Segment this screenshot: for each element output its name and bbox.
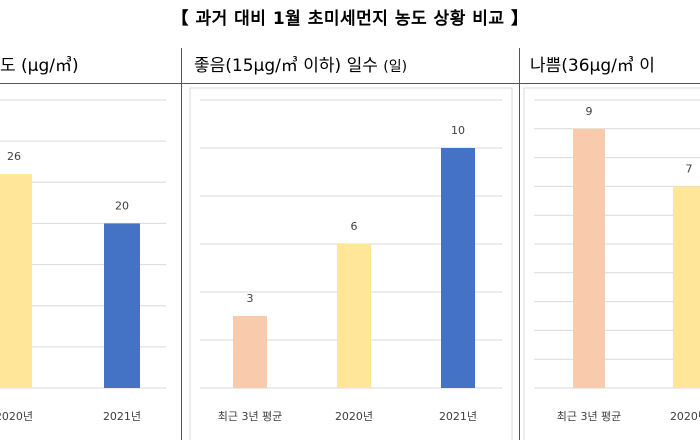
data-label: 7: [686, 162, 693, 175]
panel-title: 좋음(15μg/㎥ 이하) 일수: [194, 56, 378, 76]
bar-chart-concentration: 26 2020년 20 2021년: [0, 99, 166, 423]
data-label: 10: [451, 124, 465, 137]
chart-panel-bad-days: 나쁨(36μg/㎥ 이 9 최근 3년 평균 7 2020년: [520, 48, 700, 440]
bar: [233, 316, 267, 388]
data-label: 6: [351, 220, 358, 233]
data-label: 9: [586, 105, 593, 118]
category-label: 2021년: [439, 410, 477, 423]
category-label: 2020년: [335, 410, 373, 423]
bar: [673, 186, 700, 388]
chart-panel-pm25-concentration: 도 (μg/㎥) 26 2020년 20 2021년: [0, 48, 181, 440]
page-title: 【 과거 대비 1월 초미세먼지 농도 상황 비교 】: [171, 9, 529, 29]
panel-header: 좋음(15μg/㎥ 이하) 일수 (일): [182, 48, 519, 84]
bar: [104, 223, 140, 388]
panel-unit: (일): [383, 59, 408, 75]
panel-divider: [519, 48, 520, 440]
panel-divider: [181, 48, 182, 440]
category-label: 2020년: [670, 410, 700, 423]
chart-frame: [189, 87, 513, 440]
panel-title: 나쁨(36μg/㎥ 이: [530, 56, 655, 76]
chart-panel-good-days: 좋음(15μg/㎥ 이하) 일수 (일) 3 최근 3년 평균 6 2020년 10 20…: [182, 48, 519, 440]
data-label: 26: [7, 150, 21, 163]
category-label: 2020년: [0, 410, 33, 423]
bar-chart-bad-days: 9 최근 3년 평균 7 2020년: [523, 87, 700, 440]
bar: [573, 128, 605, 389]
category-label: 최근 3년 평균: [218, 410, 283, 423]
panel-header: 나쁨(36μg/㎥ 이: [520, 48, 700, 84]
chart-frame: [523, 87, 700, 440]
bar-chart-good-days: 3 최근 3년 평균 6 2020년 10 2021년: [189, 87, 513, 440]
category-label: 최근 3년 평균: [557, 410, 622, 423]
bar: [0, 174, 32, 388]
data-label: 20: [115, 199, 129, 212]
panel-header: 도 (μg/㎥): [0, 48, 181, 84]
bar: [337, 244, 371, 388]
category-label: 2021년: [103, 410, 141, 423]
bar: [441, 148, 475, 388]
data-label: 3: [247, 292, 254, 305]
panel-title: 도 (μg/㎥): [0, 56, 79, 76]
